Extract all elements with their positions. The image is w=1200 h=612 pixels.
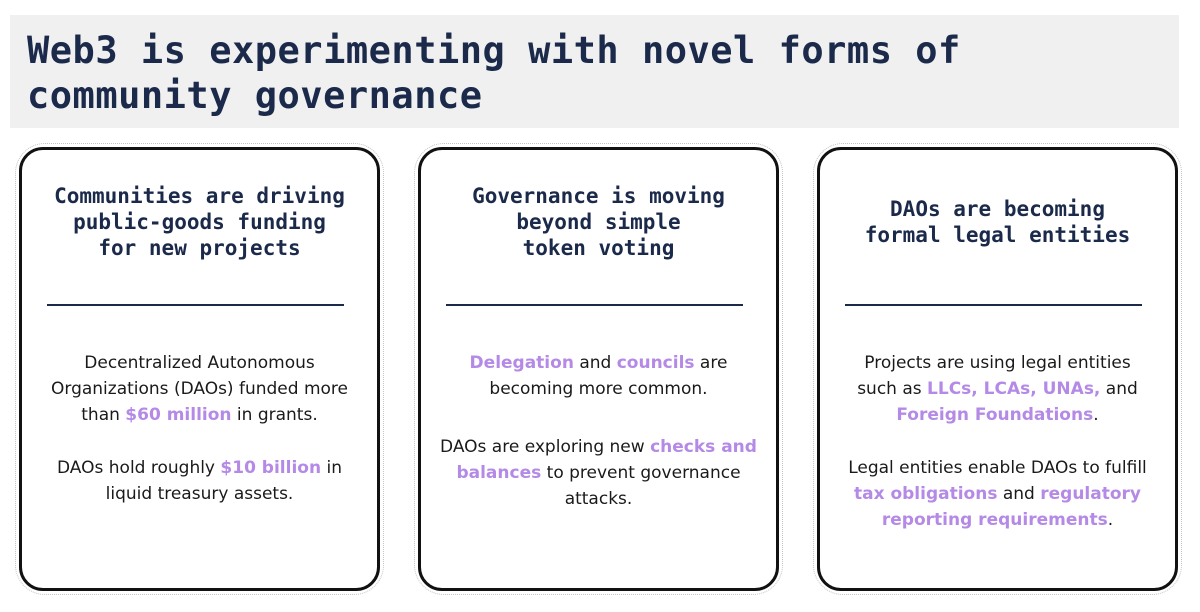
card-heading-line: public-goods funding xyxy=(73,210,326,234)
highlight: checks and balances xyxy=(456,437,757,483)
card-paragraph: Decentralized Autonomous Organizations (… xyxy=(36,350,363,428)
card-paragraph: Delegation and councils are becoming mor… xyxy=(435,350,762,402)
card-public-goods-funding: Communities are driving public-goods fun… xyxy=(15,143,384,595)
divider xyxy=(446,304,743,306)
card-paragraph: DAOs hold roughly $10 billion in liquid … xyxy=(36,455,363,507)
text: Projects are using legal entities such a… xyxy=(857,353,1131,399)
divider xyxy=(47,304,344,306)
highlight: Delegation xyxy=(469,353,574,373)
text: and xyxy=(997,484,1041,504)
highlight: $60 million xyxy=(125,405,232,425)
card-heading-line: for new projects xyxy=(98,236,301,260)
text: Decentralized Autonomous Organizations (… xyxy=(51,353,348,425)
card-body: Delegation and councils are becoming mor… xyxy=(435,350,762,539)
text: Legal entities enable DAOs to fulfill xyxy=(848,458,1147,478)
text: DAOs hold roughly xyxy=(57,458,221,478)
card-heading-line: beyond simple xyxy=(516,210,681,234)
highlight: tax obligations xyxy=(853,484,998,504)
text: and xyxy=(1100,379,1138,399)
card-heading-line: formal legal entities xyxy=(864,223,1131,247)
text: are becoming more common. xyxy=(489,353,728,399)
card-heading-line: DAOs are becoming xyxy=(890,197,1105,221)
page-title: Web3 is experimenting with novel forms o… xyxy=(27,29,961,117)
card-heading: Communities are driving public-goods fun… xyxy=(22,182,377,262)
card-legal-entities: DAOs are becoming formal legal entities … xyxy=(813,143,1182,595)
card-paragraph: Projects are using legal entities such a… xyxy=(846,350,1149,428)
text: in grants. xyxy=(231,405,318,425)
card-heading-line: Communities are driving xyxy=(54,184,345,208)
highlight: councils xyxy=(616,353,695,373)
highlight: $10 billion xyxy=(220,458,322,478)
highlight: regulatory reporting requirements xyxy=(881,484,1142,530)
card-heading: DAOs are becoming formal legal entities xyxy=(820,195,1175,249)
divider xyxy=(845,304,1142,306)
card-heading-line: token voting xyxy=(522,236,675,260)
text: DAOs are exploring new xyxy=(440,437,651,457)
card-heading-line: Governance is moving xyxy=(472,184,725,208)
card-body: Projects are using legal entities such a… xyxy=(846,350,1149,560)
text: and xyxy=(573,353,617,373)
card-governance-voting: Governance is moving beyond simple token… xyxy=(414,143,783,595)
text: . xyxy=(1107,510,1114,530)
text: . xyxy=(1093,405,1099,425)
text: to prevent governance attacks. xyxy=(541,463,741,509)
highlight: Foreign Foundations xyxy=(896,405,1094,425)
text: in liquid treasury assets. xyxy=(105,458,342,504)
card-paragraph: Legal entities enable DAOs to fulfill ta… xyxy=(846,455,1149,533)
title-banner: Web3 is experimenting with novel forms o… xyxy=(10,15,1179,128)
card-heading: Governance is moving beyond simple token… xyxy=(421,182,776,262)
card-paragraph: DAOs are exploring new checks and balanc… xyxy=(435,434,762,512)
card-body: Decentralized Autonomous Organizations (… xyxy=(36,350,363,534)
highlight: LLCs, LCAs, UNAs, xyxy=(927,379,1101,399)
